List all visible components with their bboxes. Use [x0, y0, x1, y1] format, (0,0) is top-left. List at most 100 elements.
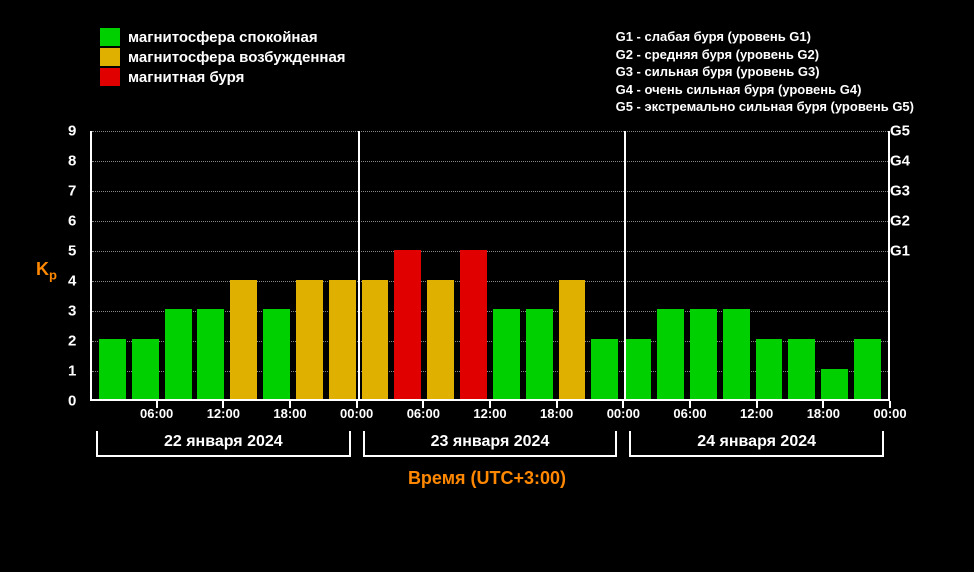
- bar: [165, 309, 192, 398]
- y-tick-label: 2: [68, 332, 76, 349]
- g-scale-description: G1 - слабая буря (уровень G1): [616, 28, 914, 46]
- legend-item: магнитосфера возбужденная: [100, 48, 346, 66]
- bar-slot: [391, 131, 424, 399]
- bar: [329, 280, 356, 399]
- x-tick-label: 06:00: [407, 406, 440, 421]
- y-axis-label: Kр: [36, 259, 57, 283]
- y-tick-label: 7: [68, 182, 76, 199]
- bar-slot: [293, 131, 326, 399]
- date-row: 22 января 2024 23 января 2024 24 января 20…: [90, 431, 890, 471]
- bar: [230, 280, 257, 399]
- bar-slot: [96, 131, 129, 399]
- date-segment-label: 22 января 2024: [164, 433, 283, 451]
- x-tick-label: 06:00: [140, 406, 173, 421]
- bar-slot: [818, 131, 851, 399]
- g-scale-description: G2 - средняя буря (уровень G2): [616, 46, 914, 64]
- bar: [591, 339, 618, 399]
- bar: [493, 309, 520, 398]
- bar: [362, 280, 389, 399]
- bar-slot: [359, 131, 392, 399]
- x-tick-label: 18:00: [273, 406, 306, 421]
- bar: [657, 309, 684, 398]
- y-tick-label: 6: [68, 212, 76, 229]
- bar: [559, 280, 586, 399]
- x-tick-label: 06:00: [673, 406, 706, 421]
- bar-slot: [490, 131, 523, 399]
- bar-slot: [785, 131, 818, 399]
- bar-slot: [326, 131, 359, 399]
- bar-slot: [753, 131, 786, 399]
- g-scale-description: G3 - сильная буря (уровень G3): [616, 63, 914, 81]
- g-level-tick: G5: [890, 122, 910, 139]
- legend-row: магнитосфера спокойная магнитосфера возбу…: [40, 28, 934, 116]
- bar-slot: [260, 131, 293, 399]
- bar: [821, 369, 848, 399]
- bar: [460, 250, 487, 399]
- bars-container: [92, 131, 888, 399]
- x-tick-label: 12:00: [473, 406, 506, 421]
- x-axis-title: Время (UTC+3:00): [0, 468, 974, 489]
- y-tick-label: 3: [68, 302, 76, 319]
- bar: [526, 309, 553, 398]
- bar-slot: [654, 131, 687, 399]
- y-tick-label: 9: [68, 122, 76, 139]
- bar: [690, 309, 717, 398]
- bar-slot: [523, 131, 556, 399]
- x-tick-label: 18:00: [807, 406, 840, 421]
- y-tick-label: 8: [68, 152, 76, 169]
- g-scale-description: G4 - очень сильная буря (уровень G4): [616, 81, 914, 99]
- date-segment: 23 января 2024: [363, 431, 618, 457]
- bar-slot: [194, 131, 227, 399]
- y-tick-label: 1: [68, 362, 76, 379]
- legend-swatch: [100, 28, 120, 46]
- bar-slot: [720, 131, 753, 399]
- y-tick-label: 5: [68, 242, 76, 259]
- bar-slot: [588, 131, 621, 399]
- bar: [788, 339, 815, 399]
- bar: [854, 339, 881, 399]
- bar-slot: [227, 131, 260, 399]
- x-tick-label: 00:00: [340, 406, 373, 421]
- bar: [132, 339, 159, 399]
- x-tick-label: 12:00: [740, 406, 773, 421]
- plot-area: [90, 131, 890, 401]
- bar: [624, 339, 651, 399]
- legend-swatch: [100, 48, 120, 66]
- bar: [394, 250, 421, 399]
- bar: [756, 339, 783, 399]
- legend-right: G1 - слабая буря (уровень G1)G2 - средня…: [616, 28, 914, 116]
- bar: [99, 339, 126, 399]
- g-level-tick: G1: [890, 242, 910, 259]
- day-divider: [358, 131, 360, 401]
- date-segment: 24 января 2024: [629, 431, 884, 457]
- chart-area: Kр 0123456789 G1G2G3G4G5 06:0012:0018:00…: [40, 131, 930, 471]
- legend-item: магнитосфера спокойная: [100, 28, 346, 46]
- bar: [427, 280, 454, 399]
- x-ticks: 06:00 12:00 18:00 00:00 06:00 12:00 18:00 00:00…: [90, 406, 890, 426]
- y-tick-label: 4: [68, 272, 76, 289]
- bar-slot: [851, 131, 884, 399]
- legend-label: магнитосфера спокойная: [128, 29, 318, 46]
- day-divider: [624, 131, 626, 401]
- x-tick-label: 00:00: [873, 406, 906, 421]
- x-tick-label: 00:00: [607, 406, 640, 421]
- bar-slot: [162, 131, 195, 399]
- legend-label: магнитосфера возбужденная: [128, 49, 346, 66]
- y-axis-label-main: K: [36, 259, 49, 279]
- bar: [723, 309, 750, 398]
- x-tick-label: 18:00: [540, 406, 573, 421]
- date-segment: 22 января 2024: [96, 431, 351, 457]
- legend-item: магнитная буря: [100, 68, 346, 86]
- bar-slot: [687, 131, 720, 399]
- bar: [197, 309, 224, 398]
- g-level-tick: G4: [890, 152, 910, 169]
- date-segment-label: 23 января 2024: [431, 433, 550, 451]
- y-axis-label-sub: р: [49, 267, 57, 282]
- g-level-tick: G3: [890, 182, 910, 199]
- date-segment-label: 24 января 2024: [697, 433, 816, 451]
- bar-slot: [129, 131, 162, 399]
- bar-slot: [556, 131, 589, 399]
- g-level-tick: G2: [890, 212, 910, 229]
- legend-left: магнитосфера спокойная магнитосфера возбу…: [100, 28, 346, 116]
- bar-slot: [424, 131, 457, 399]
